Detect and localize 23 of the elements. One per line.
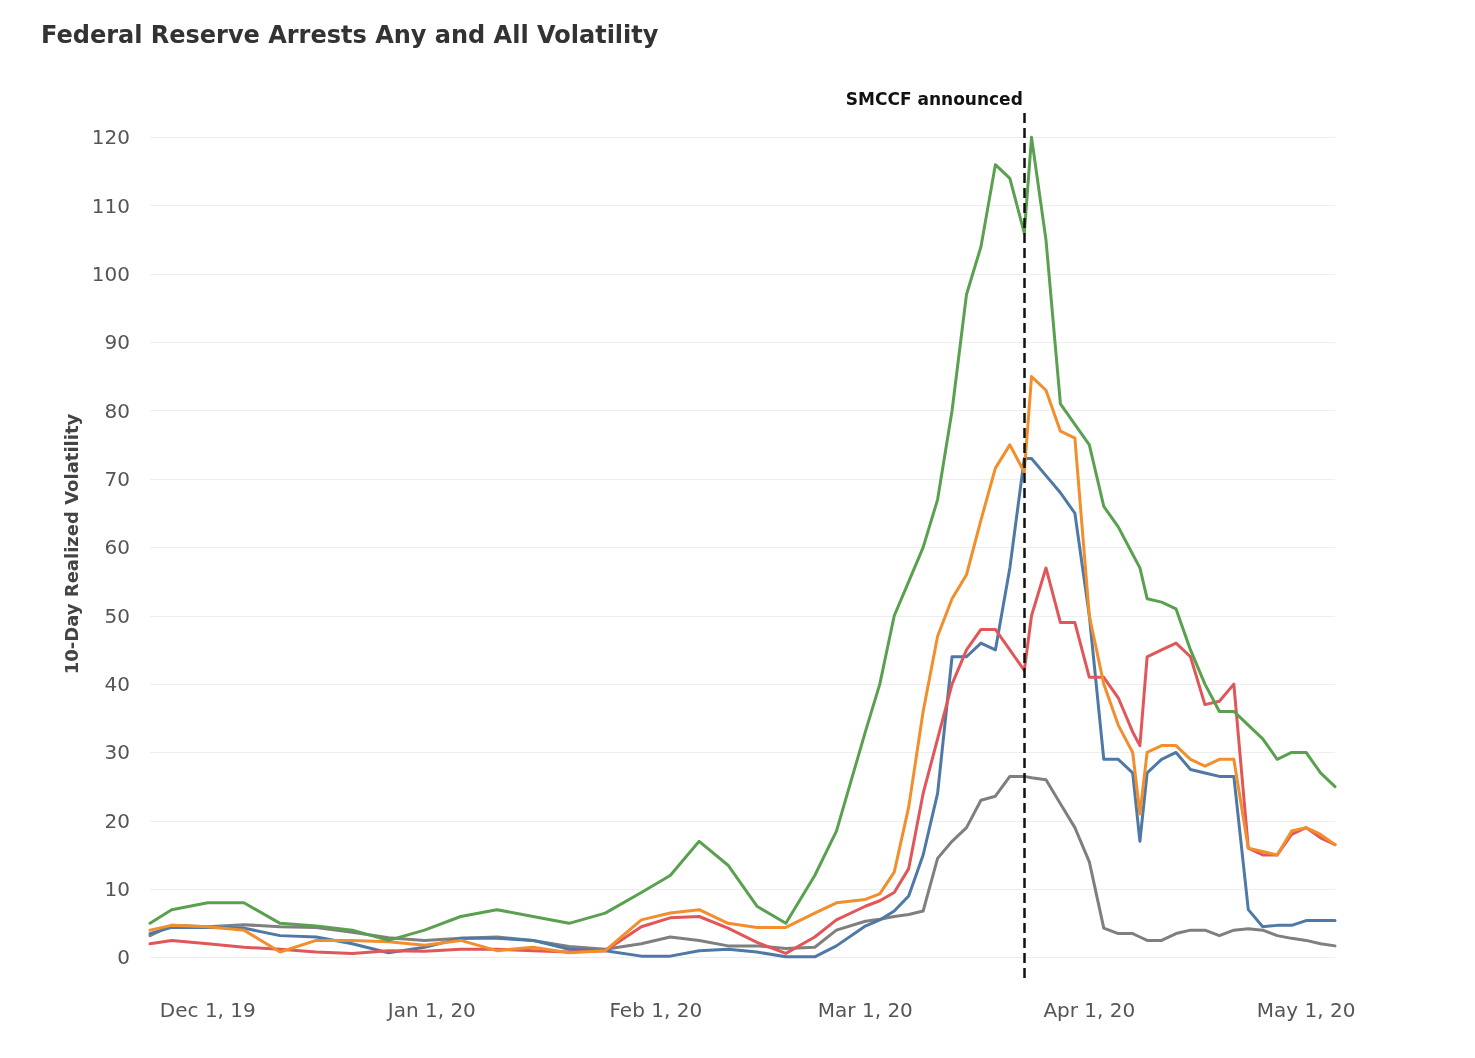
y-tick-label: 70 (104, 467, 130, 492)
line-series (148, 135, 1337, 942)
x-tick-label: May 1, 20 (1256, 998, 1356, 1022)
y-tick-label: 20 (104, 808, 130, 833)
x-tick-label: Apr 1, 20 (1043, 998, 1136, 1022)
y-tick-label: 10 (104, 877, 130, 902)
y-tick-label: 30 (104, 740, 130, 765)
x-tick-label: Mar 1, 20 (817, 998, 913, 1022)
chart-title: Federal Reserve Arrests Any and All Volatility (41, 21, 659, 49)
y-tick-label: 100 (91, 262, 130, 287)
y-tick-label: 80 (104, 398, 130, 423)
y-tick-label: 0 (117, 945, 130, 970)
ref-line-label: SMCCF announced (845, 88, 1023, 109)
y-axis-title: 10-Day Realized Volatility (60, 413, 82, 675)
y-tick-label: 40 (104, 672, 130, 697)
y-tick-label: 90 (104, 330, 130, 355)
x-tick-label: Feb 1, 20 (609, 998, 703, 1022)
x-tick-label: Jan 1, 20 (385, 998, 476, 1022)
y-tick-label: 120 (91, 125, 130, 150)
y-tick-label: 50 (104, 603, 130, 628)
y-tick-label: 110 (91, 193, 130, 218)
y-tick-label: 60 (104, 535, 130, 560)
x-tick-label: Dec 1, 19 (159, 998, 256, 1022)
